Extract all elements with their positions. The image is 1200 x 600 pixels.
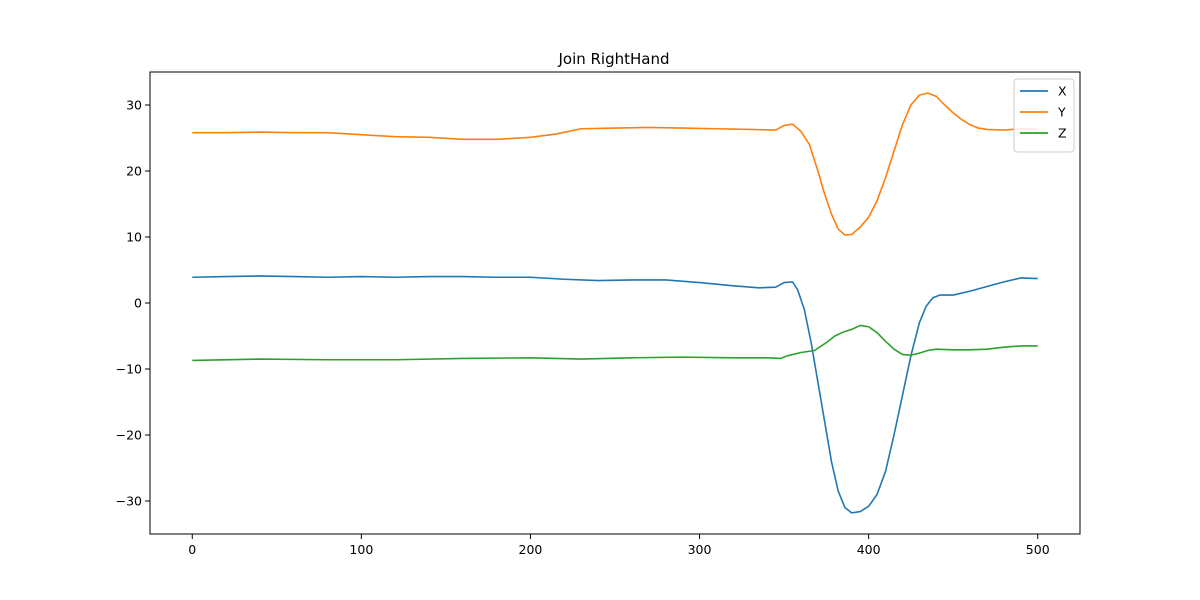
legend: XYZ <box>1013 78 1075 153</box>
chart-title: Join RightHand <box>557 50 669 68</box>
legend-label-y: Y <box>1057 105 1066 120</box>
axes-layer: 0 100 200 300 400 500 −30 −20 −10 0 10 20 30 <box>116 98 1050 558</box>
y-tick-label: −30 <box>116 494 142 509</box>
plot-frame <box>149 71 1081 535</box>
legend-label-z: Z <box>1058 126 1067 141</box>
y-tick-label: 20 <box>126 164 142 179</box>
x-tick-label: 300 <box>688 542 712 557</box>
x-tick-label: 0 <box>188 542 196 557</box>
legend-label-x: X <box>1058 84 1067 99</box>
x-tick-label: 500 <box>1026 542 1050 557</box>
series-line-x <box>192 275 1038 514</box>
y-tick-label: 0 <box>134 296 142 311</box>
x-tick-label: 100 <box>349 542 373 557</box>
series-line-z <box>192 324 1038 362</box>
x-tick-label: 400 <box>857 542 881 557</box>
y-tick-label: −20 <box>116 428 142 443</box>
y-tick-label: 30 <box>126 98 142 113</box>
x-tick-label: 200 <box>519 542 543 557</box>
plot-area <box>150 72 1080 534</box>
series-line-y <box>192 92 1038 236</box>
series-layer <box>192 92 1038 514</box>
y-tick-label: 10 <box>126 230 142 245</box>
y-tick-label: −10 <box>116 362 142 377</box>
